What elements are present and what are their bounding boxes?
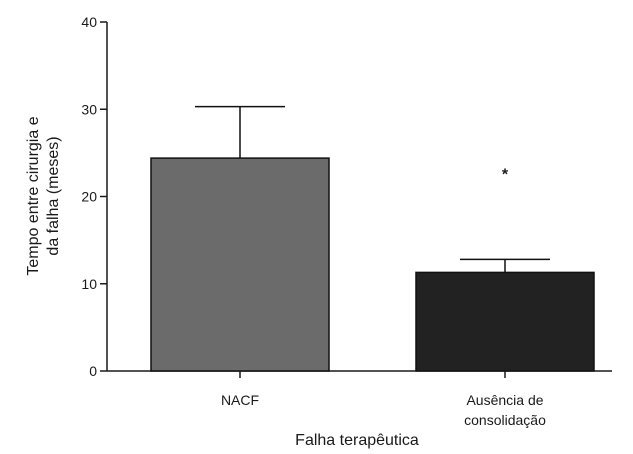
y-axis-title-line: Tempo entre cirurgia e [25,116,42,275]
y-tick-label: 0 [89,363,97,379]
x-tick-label: NACF [221,392,259,408]
y-tick-label: 30 [81,101,97,117]
bar [150,157,330,372]
significance-marker: * [502,166,509,183]
y-axis-title: Tempo entre cirurgia e da falha (meses) [25,116,62,275]
x-tick-label: Ausência de consolidação [464,392,546,428]
y-tick-label: 40 [81,14,97,30]
bar [415,271,595,372]
bars [150,157,595,372]
x-tick-label-line: Ausência de [466,392,543,408]
y-tick-label: 10 [81,276,97,292]
y-axis: 0 10 20 30 40 [81,14,108,379]
x-tick-label-line: consolidação [464,412,546,428]
axis-titles: Falha terapêutica Tempo entre cirurgia e… [25,116,419,449]
y-axis-title-line: da falha (meses) [45,136,62,255]
x-tick-label-line: NACF [221,392,259,408]
annotations: * [502,166,509,183]
x-axis-title: Falha terapêutica [295,432,419,449]
x-axis: NACF Ausência de consolidação [107,370,612,428]
error-bars [195,105,550,273]
y-tick-label: 20 [81,189,97,205]
